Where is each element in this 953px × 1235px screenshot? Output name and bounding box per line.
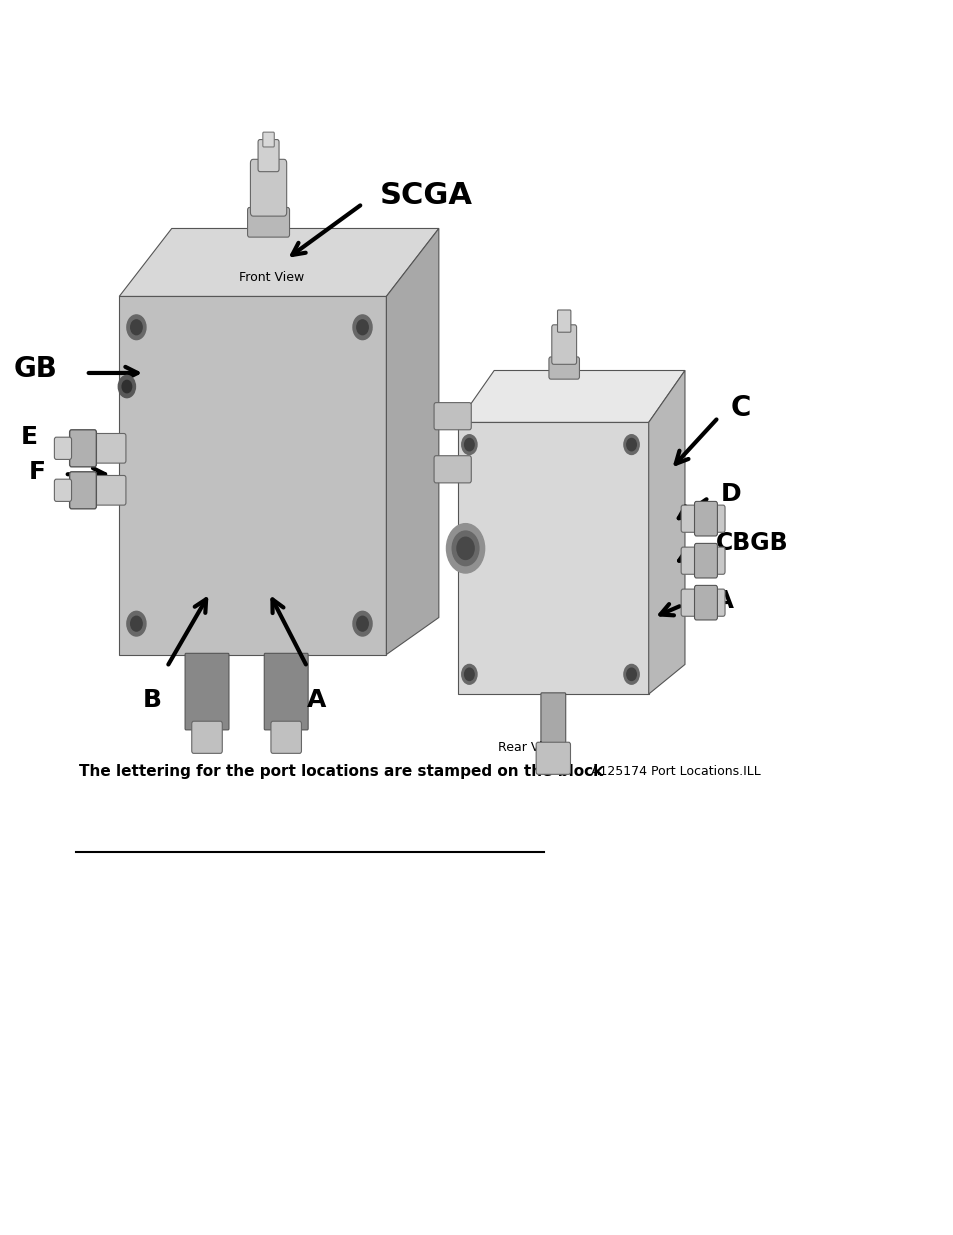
Text: SCGA: SCGA bbox=[379, 180, 472, 210]
Polygon shape bbox=[648, 370, 684, 694]
Circle shape bbox=[353, 315, 372, 340]
FancyBboxPatch shape bbox=[540, 693, 565, 751]
FancyBboxPatch shape bbox=[71, 433, 126, 463]
Text: GA: GA bbox=[694, 589, 734, 614]
Polygon shape bbox=[457, 422, 648, 694]
Circle shape bbox=[623, 664, 639, 684]
Circle shape bbox=[131, 616, 142, 631]
Polygon shape bbox=[386, 228, 438, 655]
FancyBboxPatch shape bbox=[434, 403, 471, 430]
Polygon shape bbox=[119, 228, 438, 296]
FancyBboxPatch shape bbox=[680, 589, 724, 616]
Text: E: E bbox=[21, 425, 38, 450]
Circle shape bbox=[131, 320, 142, 335]
FancyBboxPatch shape bbox=[680, 505, 724, 532]
FancyBboxPatch shape bbox=[694, 543, 717, 578]
Circle shape bbox=[356, 320, 368, 335]
Text: F: F bbox=[29, 459, 46, 484]
Polygon shape bbox=[119, 296, 386, 655]
FancyBboxPatch shape bbox=[71, 475, 126, 505]
FancyBboxPatch shape bbox=[694, 501, 717, 536]
FancyBboxPatch shape bbox=[263, 132, 274, 147]
Circle shape bbox=[127, 611, 146, 636]
Circle shape bbox=[623, 435, 639, 454]
FancyBboxPatch shape bbox=[551, 325, 576, 364]
FancyBboxPatch shape bbox=[70, 472, 96, 509]
Text: GB: GB bbox=[13, 356, 57, 383]
Circle shape bbox=[127, 315, 146, 340]
Text: A: A bbox=[307, 688, 326, 711]
FancyBboxPatch shape bbox=[536, 742, 570, 774]
FancyBboxPatch shape bbox=[680, 547, 724, 574]
Text: D: D bbox=[720, 482, 741, 506]
Circle shape bbox=[464, 438, 474, 451]
Circle shape bbox=[626, 438, 636, 451]
Text: A125174 Port Locations.ILL: A125174 Port Locations.ILL bbox=[591, 766, 760, 778]
Text: The lettering for the port locations are stamped on the block: The lettering for the port locations are… bbox=[79, 764, 603, 779]
Circle shape bbox=[461, 664, 476, 684]
Text: CBGB: CBGB bbox=[715, 531, 787, 556]
Text: Front View: Front View bbox=[239, 270, 304, 284]
FancyBboxPatch shape bbox=[264, 653, 308, 730]
Circle shape bbox=[464, 668, 474, 680]
FancyBboxPatch shape bbox=[248, 207, 289, 237]
FancyBboxPatch shape bbox=[557, 310, 570, 332]
Circle shape bbox=[118, 375, 135, 398]
Circle shape bbox=[356, 616, 368, 631]
Circle shape bbox=[626, 668, 636, 680]
FancyBboxPatch shape bbox=[70, 430, 96, 467]
FancyBboxPatch shape bbox=[192, 721, 222, 753]
FancyBboxPatch shape bbox=[434, 456, 471, 483]
Circle shape bbox=[452, 531, 478, 566]
FancyBboxPatch shape bbox=[250, 159, 286, 216]
Circle shape bbox=[456, 537, 474, 559]
FancyBboxPatch shape bbox=[548, 357, 578, 379]
FancyBboxPatch shape bbox=[257, 140, 279, 172]
FancyBboxPatch shape bbox=[54, 437, 71, 459]
Circle shape bbox=[446, 524, 484, 573]
FancyBboxPatch shape bbox=[271, 721, 301, 753]
Circle shape bbox=[122, 380, 132, 393]
Text: B: B bbox=[143, 688, 162, 711]
Circle shape bbox=[461, 435, 476, 454]
Text: Rear View: Rear View bbox=[497, 741, 560, 755]
Circle shape bbox=[353, 611, 372, 636]
FancyBboxPatch shape bbox=[54, 479, 71, 501]
Text: C: C bbox=[730, 394, 750, 421]
Polygon shape bbox=[457, 370, 684, 422]
FancyBboxPatch shape bbox=[185, 653, 229, 730]
FancyBboxPatch shape bbox=[694, 585, 717, 620]
